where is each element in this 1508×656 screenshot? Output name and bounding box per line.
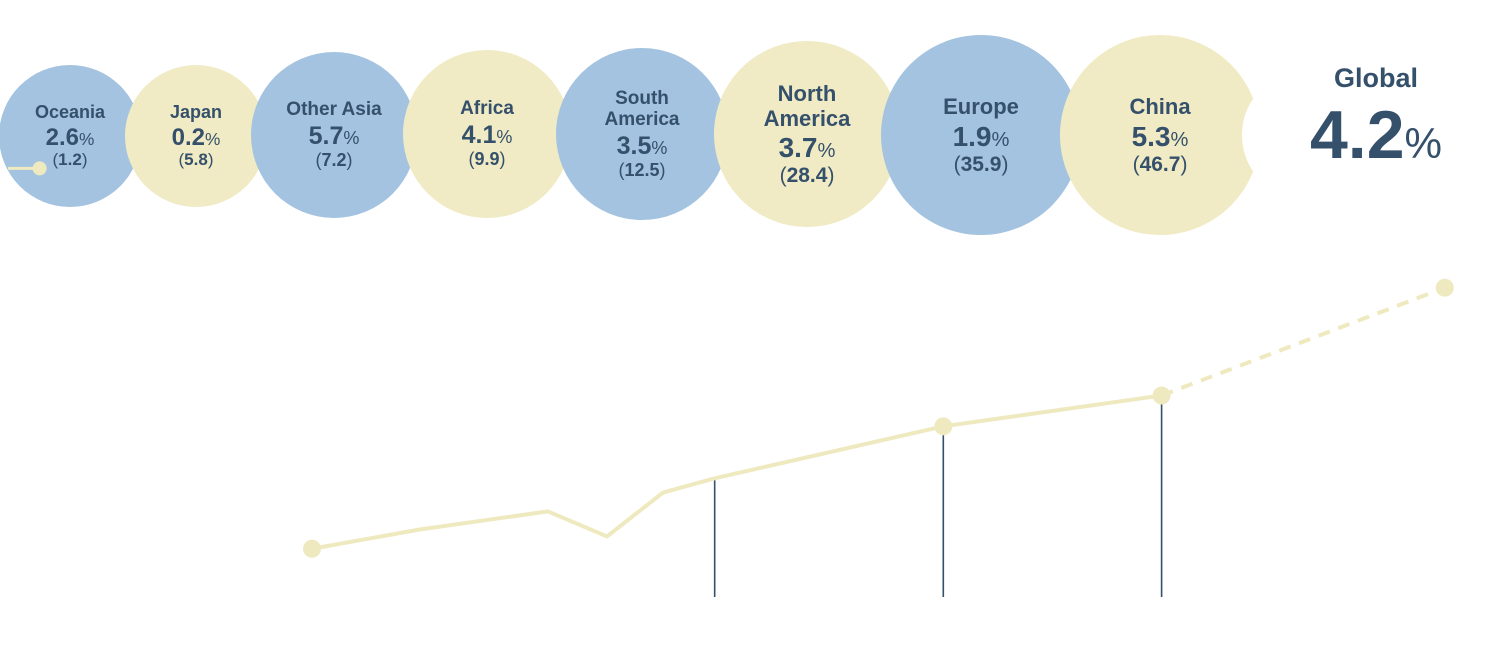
line-point xyxy=(934,417,953,436)
paren-close: ) xyxy=(827,164,835,188)
global-rate: 4.2% xyxy=(1290,98,1462,173)
bubble-growth-rate-value: 5.3 xyxy=(1131,120,1171,152)
trend-line xyxy=(311,393,1162,551)
bubble-share-number: 9.9 xyxy=(474,148,500,169)
bubble-south-america: South America 3.5% (12.5) xyxy=(556,48,728,220)
bubble-growth-rate: 1.9% xyxy=(952,120,1010,153)
paren-close: ) xyxy=(1180,152,1188,176)
bubble-china: China 5.3% (46.7) xyxy=(1060,35,1260,235)
bubble-region-name: Other Asia xyxy=(286,99,382,121)
paren-open: ( xyxy=(618,159,625,180)
bubble-region-name: South America xyxy=(604,87,680,131)
bubble-edge-notch xyxy=(1242,80,1332,190)
bubble-growth-rate-unit: % xyxy=(651,138,668,159)
bubble-growth-rate: 0.2% xyxy=(171,123,221,151)
bubble-africa: Africa 4.1% (9.9) xyxy=(403,50,571,218)
paren-close: ) xyxy=(207,150,214,170)
line-point xyxy=(1435,278,1454,297)
bubble-growth-rate: 2.6% xyxy=(45,123,95,151)
bubble-share-number: 35.9 xyxy=(960,152,1002,176)
bubble-growth-rate: 5.3% xyxy=(1131,120,1189,153)
bubble-region-name: Oceania xyxy=(34,102,106,123)
bubble-japan: Japan 0.2% (5.8) xyxy=(125,65,267,207)
bubble-share-number: 12.5 xyxy=(624,159,660,180)
global-label: Global xyxy=(1333,63,1418,93)
paren-open: ( xyxy=(1132,152,1140,176)
bubble-north-america: North America 3.7% (28.4) xyxy=(714,41,900,227)
bubble-region-name: Africa xyxy=(460,98,514,120)
bubble-oceania: Oceania 2.6% (1.2) xyxy=(0,65,141,207)
bubble-share-number: 1.2 xyxy=(58,150,82,170)
global-rate-value: 4.2 xyxy=(1309,97,1405,174)
bubble-share-number: 7.2 xyxy=(321,149,347,170)
bubble-region-name: North America xyxy=(763,80,851,132)
bubble-growth-rate-unit: % xyxy=(496,127,513,148)
paren-open: ( xyxy=(52,150,59,170)
bubble-region-name: China xyxy=(1129,94,1191,120)
global-rate-unit: % xyxy=(1404,120,1442,168)
bubble-share-value: (35.9) xyxy=(954,153,1009,176)
paren-close: ) xyxy=(659,159,666,180)
bubble-region-name: Japan xyxy=(169,102,223,123)
bubble-growth-rate-unit: % xyxy=(817,140,836,163)
bubble-growth-rate: 3.7% xyxy=(778,132,836,164)
trend-line-projection xyxy=(1160,285,1446,398)
bubble-share-value: (7.2) xyxy=(315,149,353,171)
bubble-growth-rate-unit: % xyxy=(343,128,360,149)
paren-open: ( xyxy=(953,152,961,176)
start-marker xyxy=(32,161,47,176)
bubble-growth-rate-value: 5.7 xyxy=(308,122,344,151)
bubble-growth-rate-value: 2.6 xyxy=(45,123,79,151)
bubble-growth-rate: 3.5% xyxy=(616,132,668,161)
paren-close: ) xyxy=(499,148,506,169)
bubble-share-value: (1.2) xyxy=(52,150,88,170)
paren-close: ) xyxy=(81,150,88,170)
bubble-other-asia: Other Asia 5.7% (7.2) xyxy=(251,52,417,218)
bubble-growth-rate-value: 1.9 xyxy=(952,120,992,152)
paren-open: ( xyxy=(468,148,475,169)
bubble-growth-rate: 5.7% xyxy=(309,123,360,151)
paren-close: ) xyxy=(1001,152,1009,176)
bubble-share-value: (5.8) xyxy=(178,150,214,170)
bubble-share-number: 5.8 xyxy=(184,150,208,170)
paren-close: ) xyxy=(346,149,353,170)
line-point xyxy=(1152,386,1171,405)
global-summary: Global 4.2% xyxy=(1290,62,1462,173)
paren-open: ( xyxy=(178,150,185,170)
bubble-share-value: (28.4) xyxy=(780,164,835,187)
bubble-share-value: (9.9) xyxy=(468,148,506,170)
bubble-growth-rate: 4.1% xyxy=(462,122,513,150)
bubble-growth-rate-unit: % xyxy=(205,128,221,149)
bubble-growth-rate-unit: % xyxy=(79,128,95,149)
bubble-growth-rate-value: 3.5 xyxy=(616,132,652,161)
bubble-share-number: 28.4 xyxy=(786,164,828,188)
paren-open: ( xyxy=(779,164,787,188)
line-point xyxy=(303,539,321,558)
bubble-growth-rate-unit: % xyxy=(991,128,1010,151)
paren-open: ( xyxy=(315,149,322,170)
bubble-growth-rate-value: 3.7 xyxy=(778,132,818,164)
bubble-growth-rate-value: 4.1 xyxy=(461,121,497,150)
bubble-share-number: 46.7 xyxy=(1139,152,1181,176)
bubble-europe: Europe 1.9% (35.9) xyxy=(881,35,1081,235)
bubble-share-value: (12.5) xyxy=(618,159,666,181)
bubble-share-value: (46.7) xyxy=(1133,153,1188,176)
bubble-region-name: Europe xyxy=(943,94,1019,120)
bubble-growth-rate-value: 0.2 xyxy=(171,123,205,151)
bubble-growth-rate-unit: % xyxy=(1170,128,1189,151)
